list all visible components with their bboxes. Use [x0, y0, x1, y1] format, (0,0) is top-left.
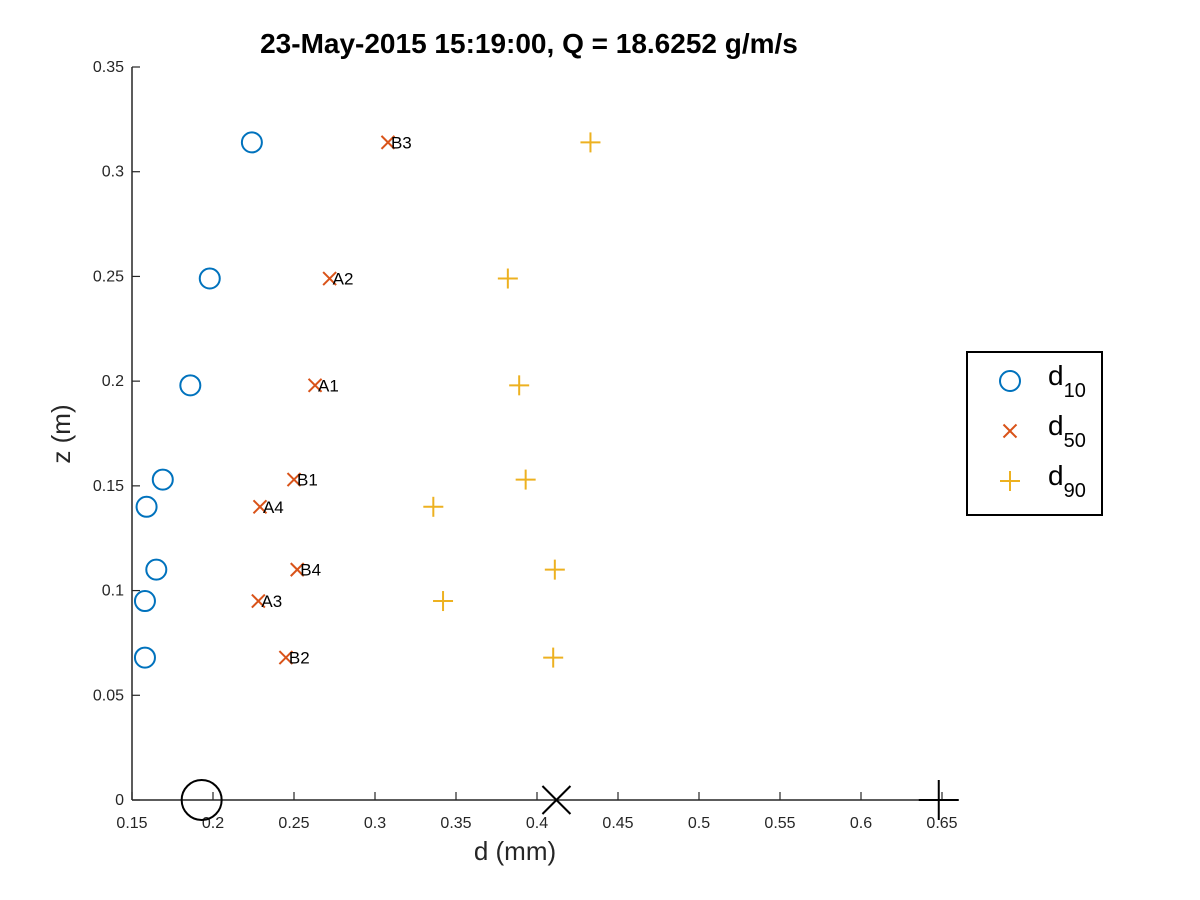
- d90-point: [580, 132, 601, 153]
- x-tick-label: 0.3: [364, 815, 386, 832]
- d10-point: [133, 646, 156, 669]
- series-d10: [133, 131, 263, 669]
- d50-point: [286, 472, 302, 487]
- x-tick-label: 0.35: [440, 815, 471, 832]
- d50-point-stroke: [278, 650, 294, 665]
- d90-point: [423, 496, 444, 517]
- x-tick-label: 0.55: [764, 815, 795, 832]
- point-label: B2: [289, 649, 310, 668]
- x-tick-label: 0.6: [850, 815, 872, 832]
- d50-point: [307, 378, 323, 393]
- d50-point-stroke: [322, 271, 337, 286]
- legend-subscript: 50: [1064, 430, 1086, 452]
- legend-d10-marker: [999, 370, 1021, 392]
- d90-point: [543, 647, 564, 668]
- y-axis-label: z (m): [46, 404, 76, 463]
- legend-box: [966, 351, 1103, 516]
- d50-point: [278, 650, 294, 665]
- legend-subscript: 90: [1064, 480, 1086, 502]
- d50-point-stroke: [307, 378, 323, 393]
- y-tick-label: 0.2: [102, 373, 124, 390]
- legend-subscript: 10: [1064, 380, 1086, 402]
- y-tick-label: 0.25: [93, 268, 124, 285]
- point-label: A4: [263, 498, 284, 517]
- point-label: B1: [297, 471, 318, 490]
- d50-point-stroke: [251, 593, 266, 609]
- d90-point: [433, 591, 454, 612]
- d50-point: [380, 135, 396, 150]
- d10-point: [240, 131, 263, 154]
- d50-point-stroke: [286, 472, 302, 487]
- d10-point: [151, 468, 174, 491]
- y-tick-label: 0: [115, 792, 124, 809]
- d90-point: [544, 559, 565, 580]
- d90-point: [515, 469, 536, 490]
- d50-point: [290, 562, 305, 577]
- d50-mean-marker-stroke: [541, 785, 572, 815]
- d90-mean-marker: [918, 780, 959, 820]
- x-axis-label: d (mm): [474, 836, 556, 866]
- d50-point-stroke: [380, 135, 396, 150]
- d10-point: [145, 558, 168, 581]
- point-label: B4: [300, 561, 321, 580]
- series-d50: B3 A2 A1 B1 A4 B4 A3 B2: [251, 133, 412, 668]
- d90-point: [497, 268, 518, 289]
- d10-mean-marker: [180, 779, 223, 821]
- d10-point: [179, 374, 202, 397]
- series-d90: [423, 132, 601, 668]
- chart-title: 23-May-2015 15:19:00, Q = 18.6252 g/m/s: [260, 28, 798, 59]
- d50-point-stroke: [290, 562, 305, 577]
- y-tick-label: 0.1: [102, 583, 124, 600]
- data-marks: B3 A2 A1 B1 A4 B4 A3 B2: [133, 131, 959, 821]
- d90-point: [509, 375, 530, 396]
- x-tick-label: 0.25: [278, 815, 309, 832]
- point-label: A3: [261, 592, 282, 611]
- point-label: B3: [391, 133, 412, 152]
- y-tick-label: 0.15: [93, 478, 124, 495]
- plot-axes: 0.15 0.2 0.25 0.3 0.35 0.4 0.45 0.5 0.55 0.6 0.65 0…: [93, 59, 958, 832]
- d50-point: [252, 499, 268, 515]
- d10-point: [135, 495, 158, 518]
- legend-d50-marker-stroke: [1002, 423, 1018, 439]
- d10-point: [198, 267, 221, 290]
- d50-point: [251, 593, 266, 609]
- x-tick-label: 0.5: [688, 815, 710, 832]
- point-label: A1: [318, 376, 339, 395]
- x-tick-label: 0.45: [602, 815, 633, 832]
- d50-point: [322, 271, 337, 286]
- x-tick-label: 0.4: [526, 815, 548, 832]
- d10-point: [133, 590, 156, 613]
- point-label: A2: [333, 270, 354, 289]
- d50-mean-marker: [541, 785, 572, 815]
- y-tick-label: 0.05: [93, 687, 124, 704]
- x-tick-label: 0.15: [116, 815, 147, 832]
- legend-d50-marker: [1002, 423, 1018, 439]
- x-tick-label: 0.65: [926, 815, 957, 832]
- d50-point-stroke: [252, 499, 268, 515]
- y-tick-label: 0.3: [102, 164, 124, 181]
- y-tick-label: 0.35: [93, 59, 124, 76]
- legend-d90-marker: [1000, 471, 1020, 491]
